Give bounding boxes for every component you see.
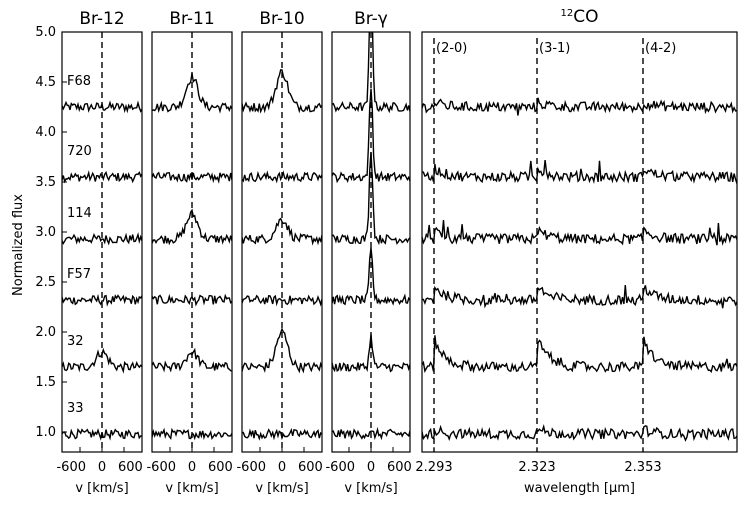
- y-axis-label: Normalized flux: [11, 194, 26, 296]
- panel-1: Br-11 -600 0 600 v [km/s]: [146, 9, 232, 496]
- panel-title: Br-12: [79, 9, 124, 29]
- panel-title: Br-10: [259, 9, 304, 29]
- x-tick-label: -600: [325, 460, 355, 475]
- panel-3: Br-γ -600 0 600 v [km/s]: [325, 0, 411, 496]
- y-tick-label: 2.5: [35, 275, 56, 290]
- x-tick-label: 0: [278, 460, 286, 475]
- x-tick-label: 600: [118, 460, 143, 475]
- spectrum-label: 33: [67, 401, 84, 416]
- x-axis-label: v [km/s]: [165, 481, 218, 496]
- spectrum-label: F68: [67, 74, 91, 89]
- x-tick-label: 600: [298, 460, 323, 475]
- panels: Br-12-600 0 600v [km/s]F68720114F573233Br-…: [56, 0, 737, 496]
- x-axis-label: v [km/s]: [75, 481, 128, 496]
- panel-4: 12CO 2.293 2.323 2.353 wavelength [μm] (2-0) (…: [415, 7, 737, 496]
- x-tick-label: 0: [98, 460, 106, 475]
- bandhead-label: (4-2): [645, 41, 676, 56]
- panel-2: Br-10 -600 0 600 v [km/s]: [236, 9, 322, 496]
- x-tick-label: 600: [387, 460, 412, 475]
- spectrum-line: [242, 219, 322, 244]
- y-tick-label: 3.0: [35, 225, 56, 240]
- x-tick-label: 2.323: [518, 460, 555, 475]
- x-tick-label: -600: [146, 460, 176, 475]
- x-tick-label: -600: [236, 460, 266, 475]
- x-tick-label: -600: [56, 460, 86, 475]
- spectrum-line: [422, 98, 737, 116]
- spectrum-label: 114: [67, 206, 92, 221]
- spectrum-label: F57: [67, 267, 91, 282]
- y-tick-label: 1.0: [35, 425, 56, 440]
- panel-title: Br-11: [169, 9, 214, 29]
- y-tick-label: 5.0: [35, 25, 56, 40]
- y-tick-label: 4.5: [35, 75, 56, 90]
- spectrum-line: [422, 335, 737, 371]
- spectrum-line: [422, 160, 737, 184]
- spectrum-label: 32: [67, 334, 84, 349]
- spectrum-line: [422, 426, 737, 440]
- bandhead-label: (3-1): [539, 41, 570, 56]
- x-tick-label: 2.293: [415, 460, 452, 475]
- bandhead-label: (2-0): [436, 41, 467, 56]
- x-tick-label: 600: [208, 460, 233, 475]
- x-tick-label: 2.353: [624, 460, 661, 475]
- spectrum-line: [422, 285, 737, 308]
- panel-title: Br-γ: [354, 9, 388, 29]
- x-tick-label: 0: [188, 460, 196, 475]
- spectrum-label: 720: [67, 144, 92, 159]
- x-axis-label: v [km/s]: [255, 481, 308, 496]
- y-tick-label: 1.5: [35, 375, 56, 390]
- panel-frame: [422, 32, 737, 452]
- x-tick-label: 0: [367, 460, 375, 475]
- y-tick-label: 2.0: [35, 325, 56, 340]
- y-tick-label: 4.0: [35, 125, 56, 140]
- y-tick-label: 3.5: [35, 175, 56, 190]
- x-axis-label: v [km/s]: [344, 481, 397, 496]
- panel-title: 12CO: [561, 7, 599, 27]
- spectrum-line: [62, 103, 142, 112]
- panel-0: Br-12 -600 0 600 v [km/s] F68 720 114 F57 32 33: [56, 9, 142, 496]
- x-axis-label: wavelength [μm]: [524, 481, 635, 496]
- spectrum-line: [422, 220, 737, 245]
